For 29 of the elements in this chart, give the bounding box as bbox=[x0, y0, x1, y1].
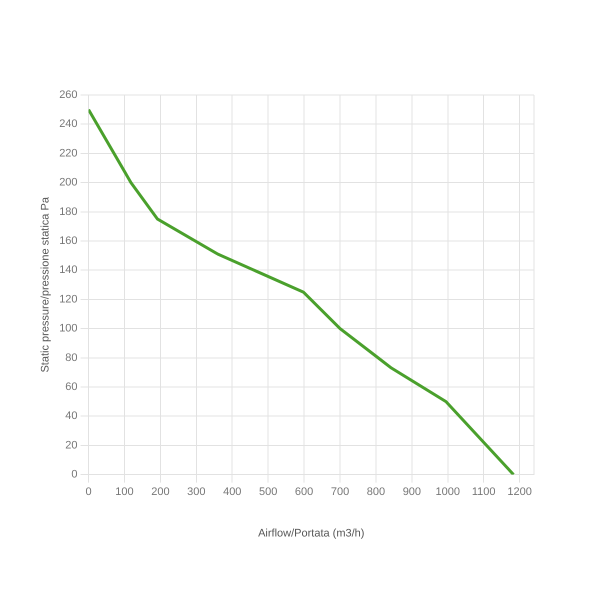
y-tick-label: 120 bbox=[59, 293, 78, 306]
x-tick-label: 100 bbox=[115, 486, 134, 498]
y-tick-label: 80 bbox=[65, 352, 78, 364]
y-tick-label: 240 bbox=[59, 118, 78, 130]
y-tick-label: 40 bbox=[65, 410, 78, 422]
x-tick-label: 900 bbox=[402, 486, 422, 498]
y-tick-label: 60 bbox=[65, 381, 78, 394]
y-tick-label: 100 bbox=[59, 322, 78, 335]
x-tick-label: 600 bbox=[294, 486, 314, 498]
x-tick-label: 1100 bbox=[472, 486, 496, 498]
x-tick-label: 300 bbox=[187, 486, 206, 498]
y-tick-label: 160 bbox=[59, 235, 78, 248]
x-tick-label: 800 bbox=[366, 486, 386, 498]
y-tick-label: 260 bbox=[59, 89, 78, 102]
y-axis-title: Static pressure/pressione statica Pa bbox=[40, 196, 52, 373]
y-tick-label: 0 bbox=[71, 468, 78, 481]
x-tick-label: 500 bbox=[258, 486, 278, 498]
x-axis-title: Airflow/Portata (m3/h) bbox=[258, 527, 364, 540]
x-tick-label: 1000 bbox=[436, 486, 460, 498]
x-tick-label: 700 bbox=[330, 486, 350, 498]
y-tick-label: 140 bbox=[59, 264, 78, 276]
x-tick-label: 400 bbox=[223, 486, 242, 498]
y-tick-label: 180 bbox=[59, 206, 78, 218]
x-tick-label: 1200 bbox=[507, 486, 532, 498]
x-tick-label: 0 bbox=[85, 486, 92, 498]
y-tick-label: 20 bbox=[65, 439, 78, 452]
y-tick-label: 200 bbox=[59, 176, 78, 189]
y-tick-label: 220 bbox=[59, 147, 78, 160]
x-tick-label: 200 bbox=[151, 486, 170, 498]
